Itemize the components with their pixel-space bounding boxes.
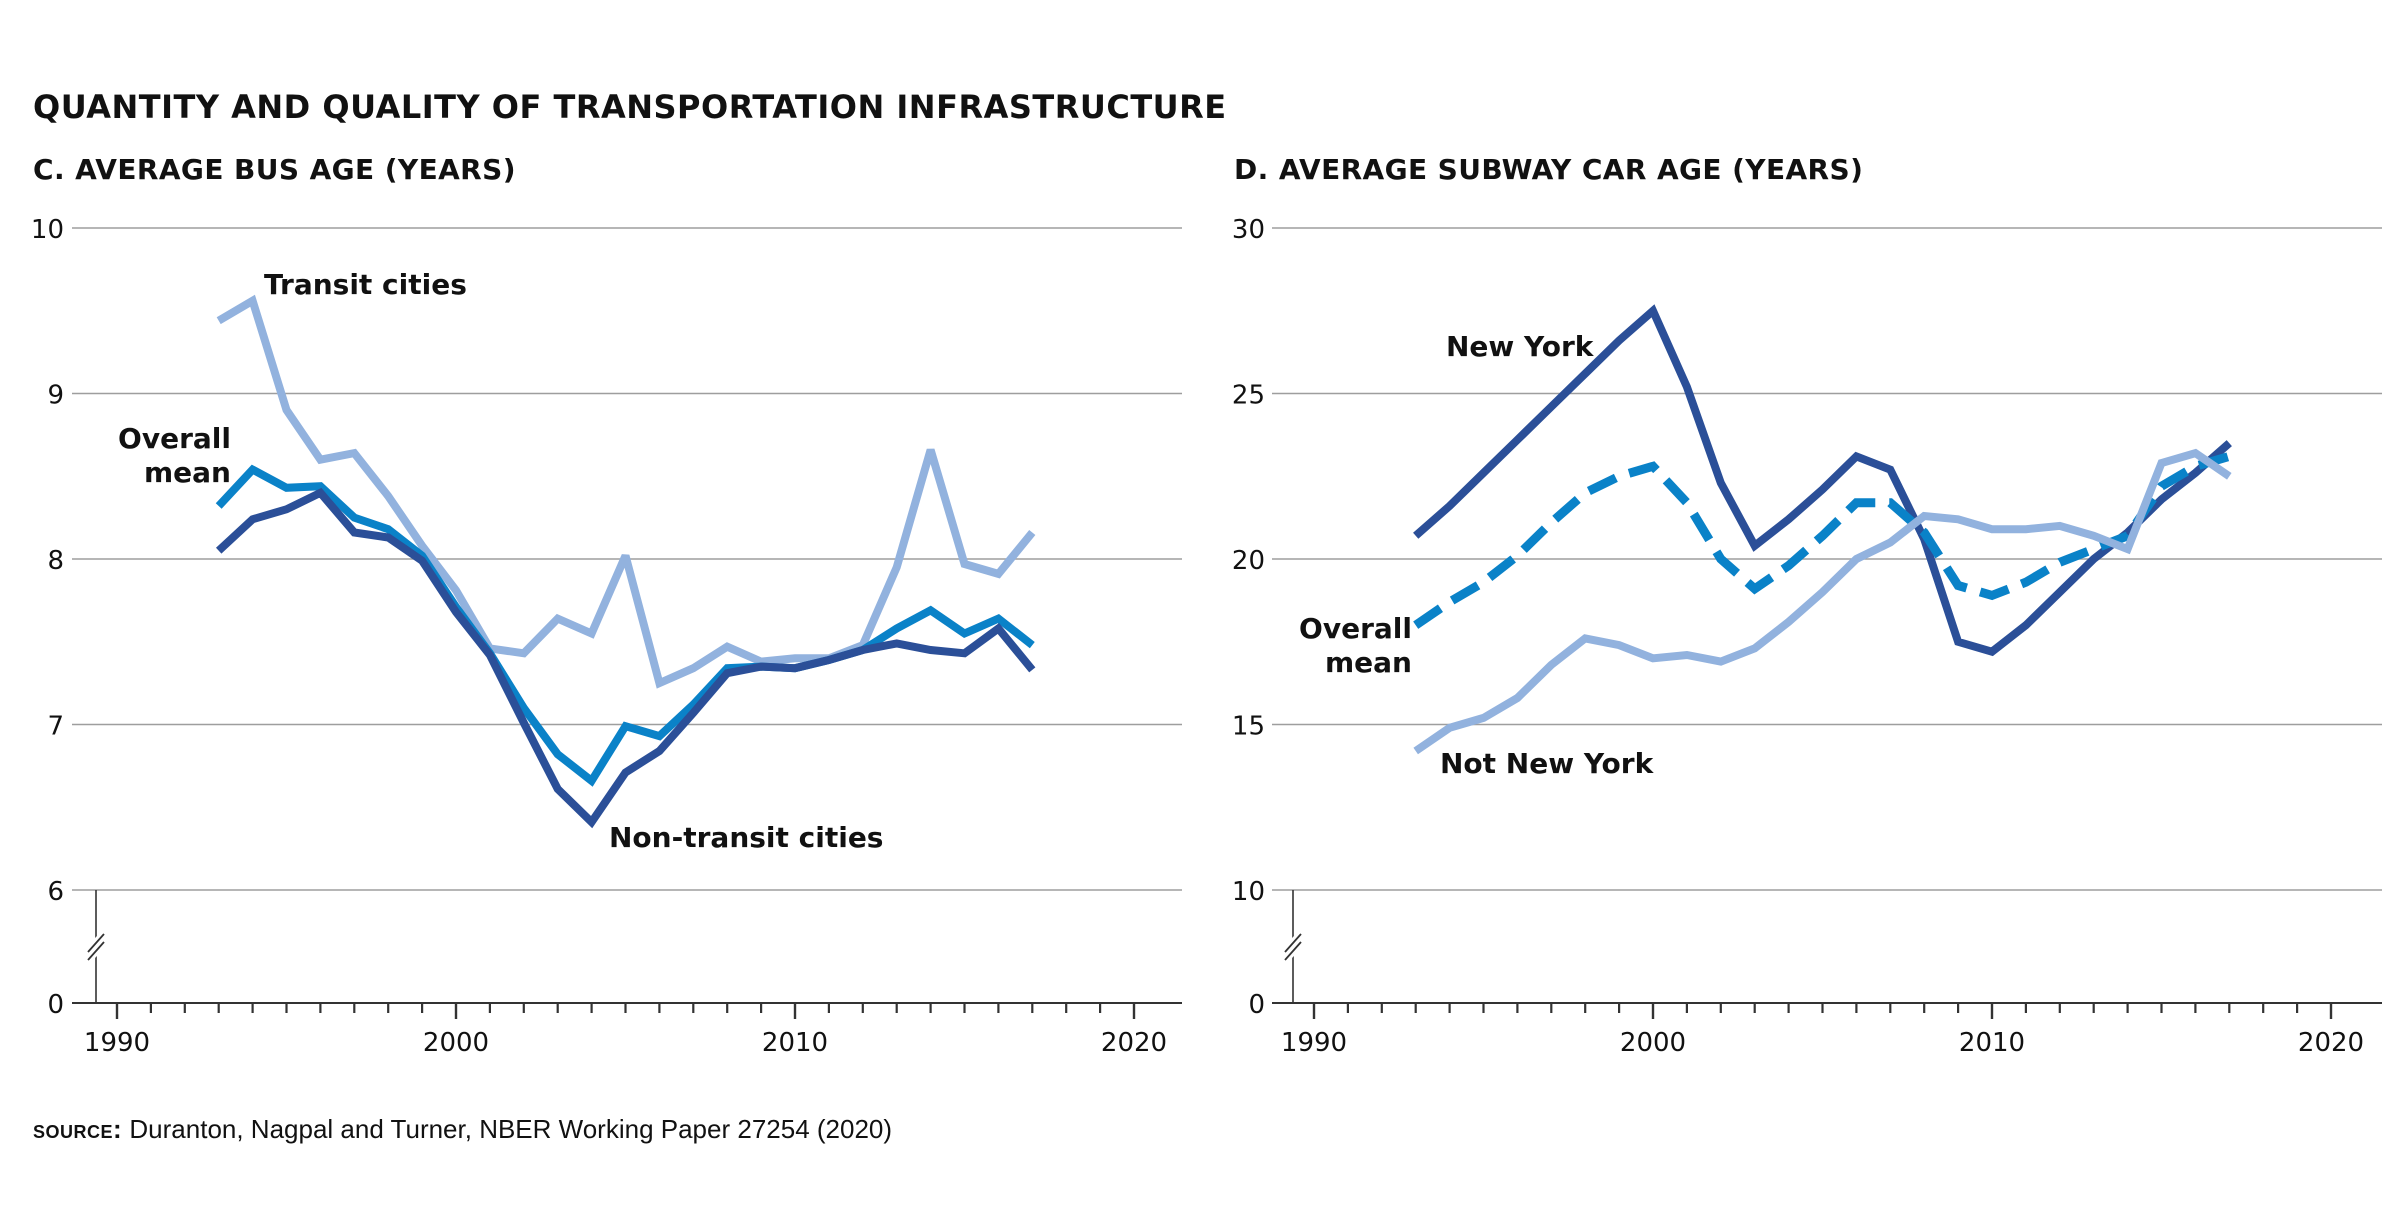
series-line-c-overall-mean (215, 464, 1035, 787)
y-tick-label-c-0: 0 (47, 990, 64, 1020)
panel-d-title: D. AVERAGE SUBWAY CAR AGE (YEARS) (1234, 153, 1864, 186)
series-label-d-ny: New York (1446, 330, 1595, 363)
panel-c-title: C. AVERAGE BUS AGE (YEARS) (33, 153, 516, 186)
x-tick-label-c-2020: 2020 (1101, 1028, 1167, 1058)
series-label-d-overall-line1: Overall (1299, 612, 1412, 645)
x-tick-label-c-2000: 2000 (423, 1028, 489, 1058)
y-tick-label-d-25: 25 (1232, 381, 1265, 411)
y-tick-label-c-10: 10 (31, 215, 64, 245)
series-line-c-non-transit-cities (215, 487, 1036, 829)
y-axis-break-mark-d (1284, 933, 1302, 961)
series-label-c-transit: Transit cities (264, 268, 467, 301)
y-tick-label-d-10: 10 (1232, 877, 1265, 907)
series-label-c-overall-line1: Overall (118, 422, 231, 455)
source-label: SOURCE: (33, 1114, 123, 1144)
x-tick-label-c-1990: 1990 (84, 1028, 150, 1058)
y-tick-label-c-9: 9 (47, 381, 64, 411)
series-line-d-not-new-york (1413, 448, 2232, 755)
x-tick-label-d-2010: 2010 (1959, 1028, 2025, 1058)
y-tick-label-d-0: 0 (1248, 990, 1265, 1020)
y-tick-label-d-15: 15 (1232, 712, 1265, 742)
y-tick-label-d-20: 20 (1232, 546, 1265, 576)
source-note: SOURCE: Duranton, Nagpal and Turner, NBE… (33, 1114, 892, 1145)
y-tick-label-c-6: 6 (47, 877, 64, 907)
series-label-d-overall-line2: mean (1325, 646, 1412, 679)
series-line-c-transit-cities (216, 294, 1036, 689)
x-tick-label-d-2020: 2020 (2298, 1028, 2364, 1058)
series-line-d-overall-mean (1413, 452, 2231, 629)
series-label-c-overall-line2: mean (144, 456, 231, 489)
x-tick-label-d-2000: 2000 (1620, 1028, 1686, 1058)
x-tick-label-c-2010: 2010 (762, 1028, 828, 1058)
y-tick-label-d-30: 30 (1232, 215, 1265, 245)
x-tick-label-d-1990: 1990 (1281, 1028, 1347, 1058)
y-tick-label-c-8: 8 (47, 546, 64, 576)
series-line-d-new-york (1413, 304, 2232, 657)
y-axis-break-mark-c (87, 933, 105, 961)
main-title: QUANTITY AND QUALITY OF TRANSPORTATION I… (33, 88, 1227, 126)
y-tick-label-c-7: 7 (47, 712, 64, 742)
source-text: Duranton, Nagpal and Turner, NBER Workin… (129, 1114, 893, 1144)
series-label-d-notny: Not New York (1440, 747, 1655, 780)
series-label-c-nontransit: Non-transit cities (609, 821, 883, 854)
